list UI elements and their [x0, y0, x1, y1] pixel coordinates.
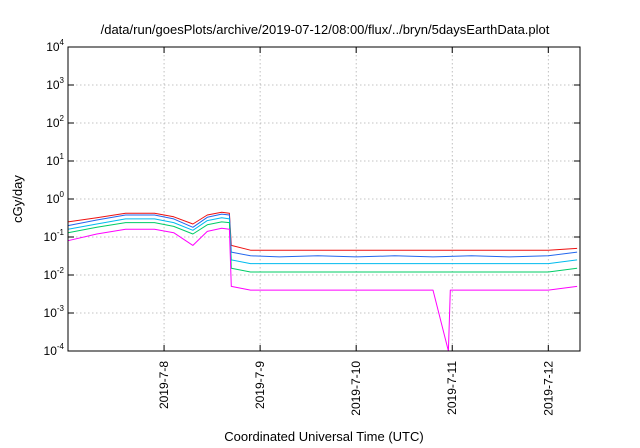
y-tick-exponent: 4 [60, 38, 65, 47]
y-tick-exponent: -4 [57, 342, 65, 351]
y-tick-label: 10-1 [44, 228, 65, 244]
x-tick-label: 2019-7-12 [541, 361, 555, 416]
y-tick-label: 104 [46, 38, 64, 54]
y-tick-label: 102 [46, 114, 64, 130]
y-tick-label: 10-4 [44, 342, 65, 358]
x-axis: 2019-7-8 2019-7-9 2019-7-10 2019-7-11 2019-7… [157, 47, 555, 416]
y-tick-base: 10 [46, 192, 60, 206]
series-line-4 [67, 227, 578, 352]
y-tick-base: 10 [44, 306, 58, 320]
series-line-3 [67, 221, 578, 273]
y-tick-exponent: -1 [57, 228, 65, 237]
y-tick-exponent: -3 [57, 304, 65, 313]
y-tick-label: 10-2 [44, 266, 65, 282]
y-tick-exponent: -2 [57, 266, 65, 275]
grid [68, 46, 580, 352]
chart-title: /data/run/goesPlots/archive/2019-07-12/0… [101, 22, 550, 37]
y-tick-label: 103 [46, 76, 64, 92]
y-tick-label: 10-3 [44, 304, 65, 320]
y-tick-exponent: 0 [60, 190, 65, 199]
y-tick-base: 10 [46, 154, 60, 168]
x-tick-label: 2019-7-8 [157, 361, 171, 409]
series-line-1 [67, 213, 578, 258]
y-tick-exponent: 2 [60, 114, 65, 123]
y-tick-base: 10 [46, 78, 60, 92]
y-tick-exponent: 1 [60, 152, 65, 161]
series-line-0 [67, 211, 578, 251]
x-axis-label: Coordinated Universal Time (UTC) [224, 429, 423, 444]
x-tick-label: 2019-7-10 [349, 361, 363, 416]
y-tick-base: 10 [44, 344, 58, 358]
y-tick-base: 10 [44, 268, 58, 282]
plot-area [67, 211, 578, 352]
y-tick-base: 10 [46, 116, 60, 130]
y-tick-label: 101 [46, 152, 64, 168]
y-tick-base: 10 [46, 40, 60, 54]
y-tick-exponent: 3 [60, 76, 65, 85]
x-tick-label: 2019-7-11 [445, 361, 459, 415]
y-axis-label: cGy/day [10, 175, 25, 223]
series-line-2 [67, 217, 578, 265]
y-tick-base: 10 [44, 230, 58, 244]
y-tick-label: 100 [46, 190, 64, 206]
x-tick-label: 2019-7-9 [253, 361, 267, 409]
